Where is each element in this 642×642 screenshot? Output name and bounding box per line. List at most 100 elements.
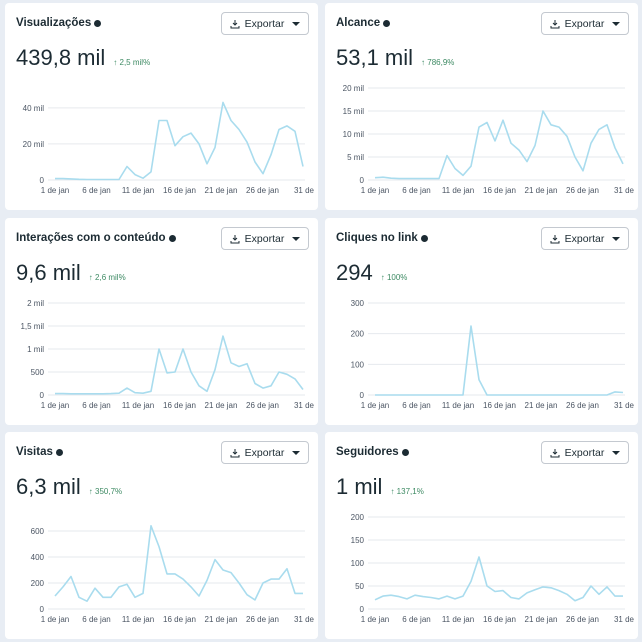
y-tick-label: 1,5 mil bbox=[20, 322, 44, 331]
download-icon bbox=[230, 448, 240, 457]
export-button[interactable]: Exportar bbox=[221, 227, 309, 250]
metric-delta: ↑ 2,6 mil% bbox=[88, 273, 126, 282]
y-tick-label: 0 bbox=[360, 605, 365, 614]
x-tick-label: 31 de bbox=[294, 401, 315, 410]
x-tick-label: 21 de jan bbox=[525, 186, 558, 195]
y-tick-label: 2 mil bbox=[27, 299, 44, 308]
x-tick-label: 6 de jan bbox=[402, 615, 430, 624]
y-tick-label: 1 mil bbox=[27, 345, 44, 354]
y-tick-label: 40 mil bbox=[23, 104, 45, 113]
x-tick-label: 11 de jan bbox=[442, 615, 474, 624]
export-button[interactable]: Exportar bbox=[541, 227, 629, 250]
y-tick-label: 600 bbox=[31, 527, 45, 536]
x-tick-label: 26 de jan bbox=[246, 615, 279, 624]
line-chart: 0 200 400 600 1 de jan 6 de jan 11 de jan 16 de… bbox=[31, 525, 315, 624]
export-label: Exportar bbox=[244, 232, 285, 245]
x-tick-label: 16 de jan bbox=[483, 615, 516, 624]
info-icon[interactable] bbox=[168, 234, 176, 242]
x-tick-label: 31 de bbox=[294, 615, 315, 624]
y-tick-label: 0 bbox=[360, 391, 365, 400]
y-tick-label: 500 bbox=[31, 368, 45, 377]
info-icon[interactable] bbox=[383, 19, 391, 27]
line-chart: 0 100 200 300 1 de jan 6 de jan 11 de jan 16 de… bbox=[351, 299, 635, 410]
metric-delta: ↑ 786,9% bbox=[421, 58, 455, 67]
caret-down-icon bbox=[292, 236, 301, 241]
card-title: Visualizações bbox=[16, 17, 92, 29]
x-tick-label: 11 de jan bbox=[442, 401, 474, 410]
x-tick-label: 31 de bbox=[614, 615, 635, 624]
x-tick-label: 11 de jan bbox=[122, 615, 154, 624]
metric-value: 439,8 mil bbox=[16, 45, 106, 70]
line-chart: 0 20 mil 40 mil 1 de jan 6 de jan 11 de jan 16… bbox=[23, 101, 315, 195]
export-button[interactable]: Exportar bbox=[541, 441, 629, 464]
info-icon[interactable] bbox=[55, 448, 63, 456]
card-title: Seguidores bbox=[336, 446, 399, 458]
x-tick-label: 1 de jan bbox=[361, 186, 389, 195]
x-tick-label: 21 de jan bbox=[525, 615, 558, 624]
x-tick-label: 1 de jan bbox=[41, 615, 69, 624]
series-line bbox=[55, 335, 304, 395]
x-tick-label: 31 de bbox=[294, 186, 315, 195]
series-line bbox=[374, 556, 623, 602]
metric-value: 9,6 mil bbox=[16, 260, 81, 285]
export-button[interactable]: Exportar bbox=[221, 441, 309, 464]
export-label: Exportar bbox=[564, 232, 605, 245]
y-tick-label: 400 bbox=[31, 553, 45, 562]
y-tick-label: 100 bbox=[351, 360, 365, 369]
x-tick-label: 16 de jan bbox=[163, 401, 196, 410]
y-tick-label: 200 bbox=[351, 330, 365, 339]
download-icon bbox=[230, 19, 240, 28]
y-tick-label: 200 bbox=[31, 579, 45, 588]
card-title: Cliques no link bbox=[336, 232, 418, 244]
download-icon bbox=[550, 234, 560, 243]
card-title: Visitas bbox=[16, 446, 53, 458]
card-title: Interações com o conteúdo bbox=[16, 232, 166, 244]
card-title: Alcance bbox=[336, 17, 381, 29]
export-button[interactable]: Exportar bbox=[221, 12, 309, 35]
export-label: Exportar bbox=[564, 17, 605, 30]
metric-value: 53,1 mil bbox=[336, 45, 414, 70]
x-tick-label: 11 de jan bbox=[442, 186, 474, 195]
download-icon bbox=[550, 19, 560, 28]
y-tick-label: 10 mil bbox=[343, 130, 365, 139]
x-tick-label: 1 de jan bbox=[361, 401, 389, 410]
caret-down-icon bbox=[292, 450, 301, 455]
y-tick-label: 15 mil bbox=[343, 107, 365, 116]
series-line bbox=[55, 101, 304, 181]
x-tick-label: 26 de jan bbox=[566, 615, 599, 624]
y-tick-label: 150 bbox=[351, 536, 365, 545]
export-button[interactable]: Exportar bbox=[541, 12, 629, 35]
x-tick-label: 26 de jan bbox=[566, 401, 599, 410]
x-tick-label: 6 de jan bbox=[82, 186, 110, 195]
export-label: Exportar bbox=[244, 17, 285, 30]
metric-value: 294 bbox=[336, 260, 373, 285]
export-label: Exportar bbox=[564, 446, 605, 459]
x-tick-label: 16 de jan bbox=[483, 401, 516, 410]
y-tick-label: 200 bbox=[351, 513, 365, 522]
x-tick-label: 6 de jan bbox=[82, 615, 110, 624]
x-tick-label: 31 de bbox=[614, 401, 635, 410]
y-tick-label: 0 bbox=[40, 391, 45, 400]
info-icon[interactable] bbox=[401, 448, 409, 456]
y-tick-label: 0 bbox=[360, 176, 365, 185]
metric-card: 0 200 400 600 1 de jan 6 de jan 11 de jan 16 de… bbox=[5, 432, 318, 639]
x-tick-label: 26 de jan bbox=[566, 186, 599, 195]
caret-down-icon bbox=[612, 236, 621, 241]
download-icon bbox=[230, 234, 240, 243]
x-tick-label: 11 de jan bbox=[122, 186, 154, 195]
x-tick-label: 21 de jan bbox=[205, 615, 238, 624]
metric-card: 0 5 mil 10 mil 15 mil 20 mil 1 de jan 6 de jan… bbox=[325, 3, 638, 210]
y-tick-label: 50 bbox=[355, 582, 364, 591]
info-icon[interactable] bbox=[94, 19, 102, 27]
x-tick-label: 16 de jan bbox=[483, 186, 516, 195]
caret-down-icon bbox=[612, 21, 621, 26]
x-tick-label: 16 de jan bbox=[163, 615, 196, 624]
x-tick-label: 1 de jan bbox=[41, 401, 69, 410]
x-tick-label: 21 de jan bbox=[525, 401, 558, 410]
metric-value: 1 mil bbox=[336, 474, 383, 499]
x-tick-label: 6 de jan bbox=[402, 401, 430, 410]
x-tick-label: 26 de jan bbox=[246, 401, 279, 410]
info-icon[interactable] bbox=[420, 234, 428, 242]
line-chart: 0 50 100 150 200 1 de jan 6 de jan 11 de jan 16 … bbox=[351, 513, 635, 624]
caret-down-icon bbox=[612, 450, 621, 455]
